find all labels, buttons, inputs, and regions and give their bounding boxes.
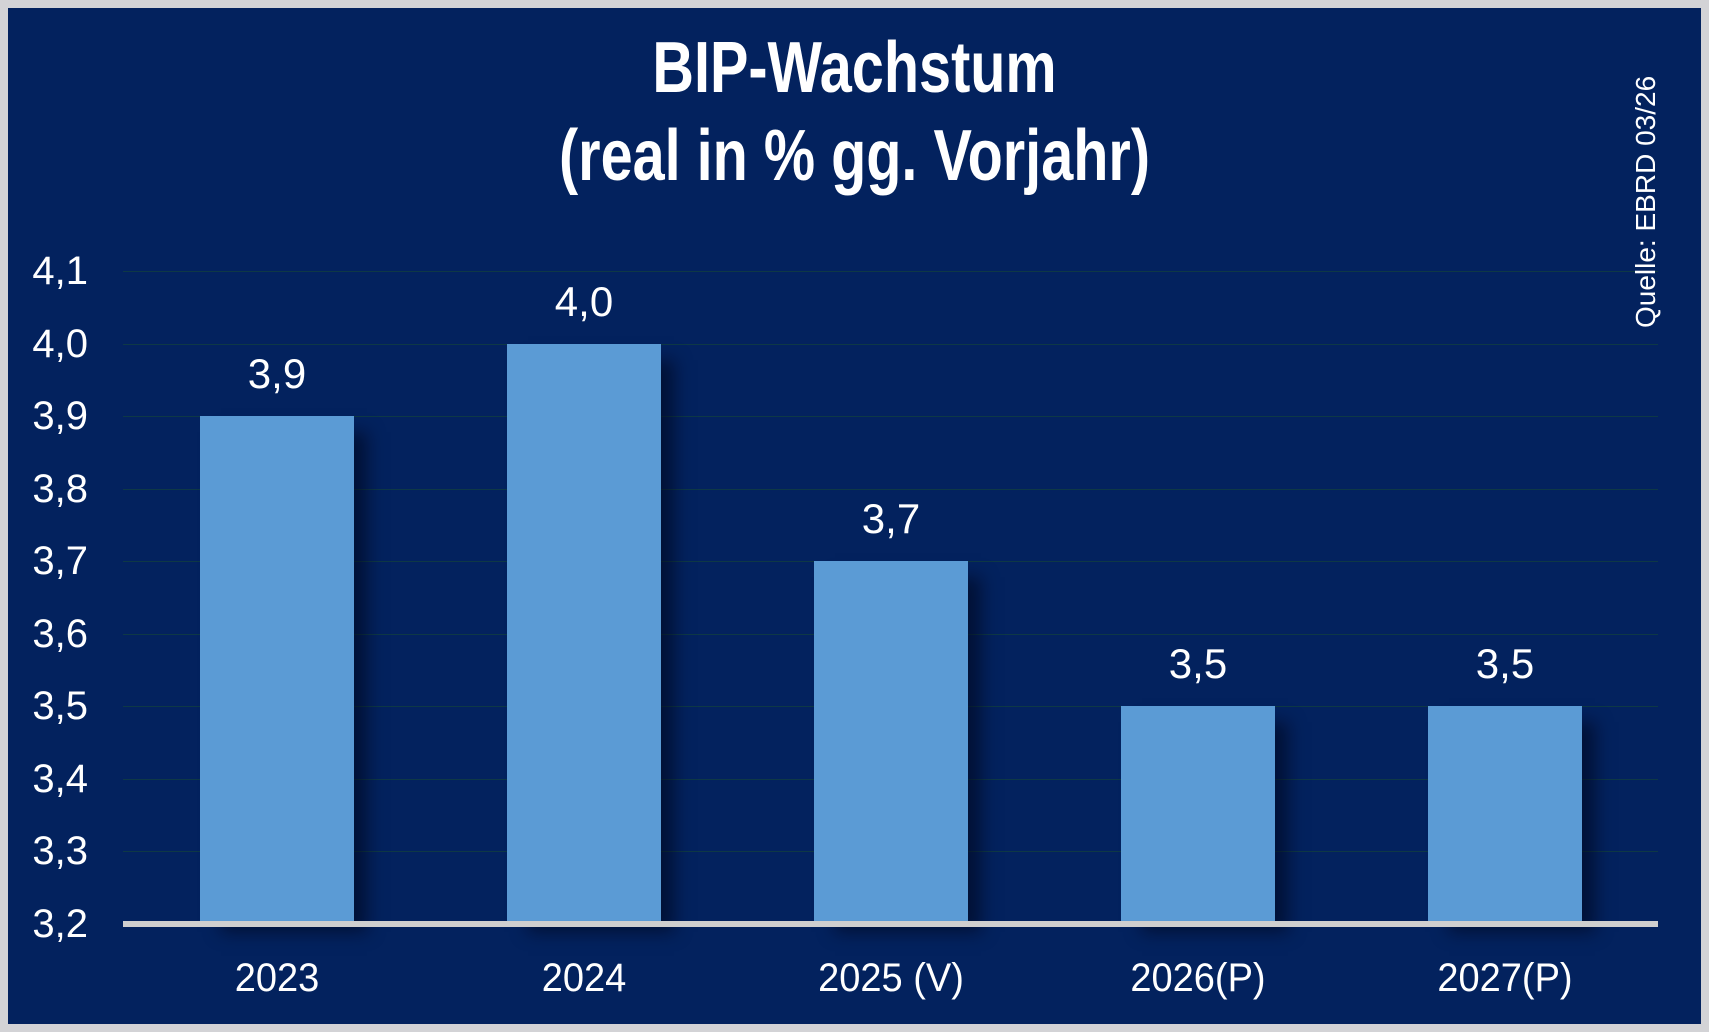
bar bbox=[1428, 706, 1582, 924]
x-tick-label: 2025 (V) bbox=[818, 956, 964, 1000]
y-tick-label: 3,8 bbox=[32, 467, 88, 511]
y-tick-label: 3,2 bbox=[32, 902, 88, 946]
y-tick-label: 3,6 bbox=[32, 612, 88, 656]
bar bbox=[200, 416, 354, 924]
chart-title-line2: (real in % gg. Vorjahr) bbox=[558, 116, 1151, 196]
bar-value-label: 3,5 bbox=[1475, 640, 1535, 687]
chart-title-line1: BIP-Wachstum bbox=[652, 28, 1057, 108]
source-note: Quelle: EBRD 03/26 bbox=[1630, 75, 1661, 328]
chart-title: BIP-Wachstum (real in % gg. Vorjahr) bbox=[0, 24, 1709, 200]
y-tick-label: 3,7 bbox=[32, 539, 88, 583]
bar-value-label: 3,9 bbox=[247, 350, 307, 397]
bar-value-label: 4,0 bbox=[554, 278, 614, 325]
gridline bbox=[123, 344, 1658, 345]
y-tick-label: 4,0 bbox=[32, 322, 88, 366]
bar-value-label: 3,5 bbox=[1168, 640, 1228, 687]
bar bbox=[507, 344, 661, 924]
y-tick-label: 4,1 bbox=[32, 249, 88, 293]
y-tick-label: 3,5 bbox=[32, 684, 88, 728]
bar bbox=[1121, 706, 1275, 924]
bar bbox=[814, 561, 968, 924]
x-axis-baseline bbox=[123, 921, 1658, 927]
y-tick-label: 3,3 bbox=[32, 829, 88, 873]
gridline bbox=[123, 489, 1658, 490]
x-tick-label: 2026(P) bbox=[1130, 956, 1266, 1000]
bar-value-label: 3,7 bbox=[861, 495, 921, 542]
x-tick-label: 2023 bbox=[234, 956, 320, 1000]
y-tick-label: 3,4 bbox=[32, 757, 88, 801]
gridline bbox=[123, 416, 1658, 417]
x-tick-label: 2027(P) bbox=[1437, 956, 1573, 1000]
source-note-wrap: Quelle: EBRD 03/26 bbox=[1630, 43, 1692, 328]
x-tick-label: 2024 bbox=[541, 956, 627, 1000]
gridline bbox=[123, 271, 1658, 272]
y-tick-label: 3,9 bbox=[32, 394, 88, 438]
